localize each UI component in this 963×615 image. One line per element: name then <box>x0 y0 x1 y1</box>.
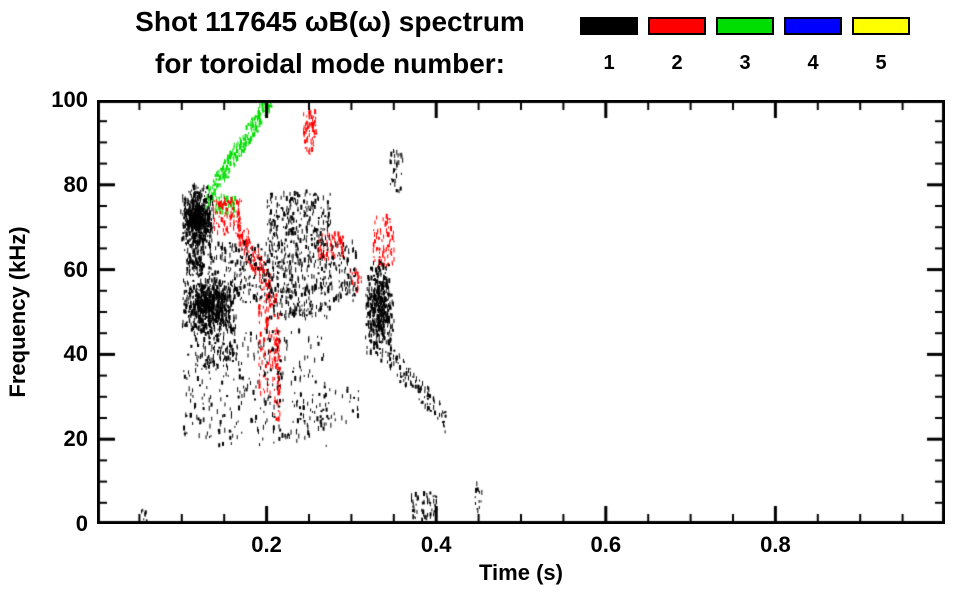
legend-swatch-mode-2 <box>648 17 706 35</box>
x-tick-label: 0.2 <box>251 532 282 557</box>
legend-swatch-mode-3 <box>716 17 774 35</box>
x-axis-label: Time (s) <box>479 560 563 585</box>
legend-labels: 1 2 3 4 5 <box>580 52 910 75</box>
legend-swatch-mode-1 <box>580 17 638 35</box>
plot-title: Shot 117645 ωB(ω) spectrum <box>135 6 525 37</box>
y-tick-label: 80 <box>63 171 88 197</box>
spectrum-plot-canvas <box>97 100 945 524</box>
legend-number-label: 1 <box>603 52 615 74</box>
legend-swatch-mode-4 <box>784 17 842 35</box>
y-tick-label: 60 <box>63 256 88 282</box>
x-tick-label: 0.6 <box>590 532 622 557</box>
x-tick-label: 0.8 <box>760 532 791 557</box>
y-tick-label: 20 <box>63 426 88 452</box>
legend <box>580 17 910 35</box>
y-tick-label: 40 <box>63 341 88 367</box>
legend-number-label: 2 <box>671 52 683 74</box>
y-tick-label: 100 <box>51 87 88 112</box>
legend-number-label: 5 <box>875 52 887 74</box>
plot-subtitle: for toroidal mode number: <box>155 48 505 79</box>
legend-number-label: 3 <box>739 52 751 74</box>
y-axis-label: Frequency (kHz) <box>5 226 30 398</box>
y-tick-label: 0 <box>75 511 88 536</box>
legend-swatch-mode-5 <box>852 17 910 35</box>
x-tick-label: 0.4 <box>420 532 452 557</box>
legend-number-label: 4 <box>807 52 819 74</box>
